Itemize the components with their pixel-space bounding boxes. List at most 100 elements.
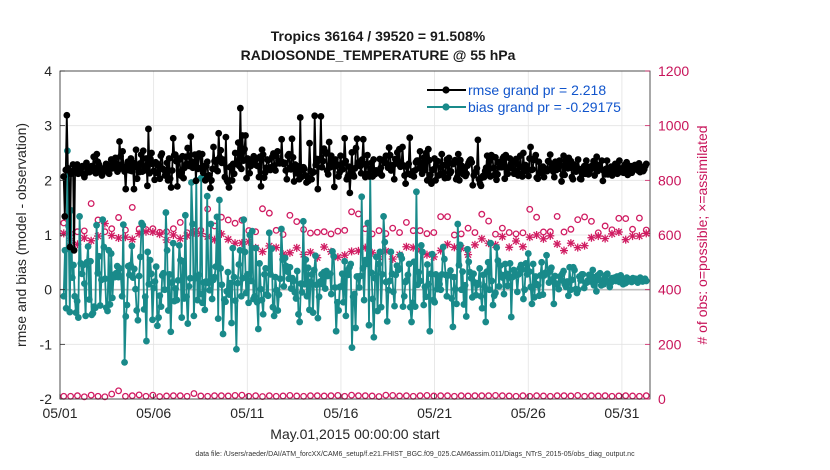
obs-assimilated-marker	[553, 240, 562, 249]
rmse-point	[215, 129, 223, 137]
rmse-point	[207, 184, 214, 192]
obs-assimilated-marker	[512, 237, 521, 246]
obs-possible-marker	[437, 392, 445, 400]
bias-point	[493, 244, 501, 251]
asterisk-stroke	[587, 234, 595, 242]
rmse-point	[289, 153, 297, 161]
rmse-point	[419, 160, 427, 168]
obs-possible-marker	[80, 393, 88, 401]
bias-point	[195, 271, 203, 279]
rmse-point	[317, 112, 325, 120]
y-axis-label: rmse and bias (model - observation)	[13, 123, 29, 347]
obs-possible-marker	[108, 390, 116, 398]
asterisk-stroke	[423, 251, 431, 259]
bias-point	[330, 252, 338, 260]
bias-point	[299, 217, 307, 225]
rmse-point	[642, 160, 650, 168]
bias-point	[485, 286, 493, 294]
bias-point	[60, 292, 68, 300]
bias-point	[528, 300, 536, 308]
bias-point	[225, 291, 233, 298]
rmse-point	[463, 170, 470, 178]
asterisk-stroke	[149, 228, 157, 236]
rmse-point	[474, 136, 482, 144]
bias-point	[241, 248, 249, 256]
bias-point	[252, 244, 260, 252]
obs-possible-marker	[286, 391, 294, 399]
bias-point	[596, 269, 604, 277]
bias-point	[355, 284, 363, 291]
rmse-point	[430, 166, 437, 173]
bias-point	[568, 276, 576, 284]
obs-possible-marker	[348, 208, 356, 216]
rmse-point	[546, 151, 554, 159]
bias-point	[240, 216, 248, 224]
rmse-point	[421, 166, 429, 174]
rmse-point	[339, 166, 347, 173]
bias-point	[168, 279, 176, 286]
rmse-point	[92, 169, 100, 177]
obs-possible-marker	[217, 392, 225, 400]
obs-possible-marker	[354, 392, 362, 400]
bias-point	[404, 271, 412, 279]
bias-point	[104, 307, 111, 315]
obs-assimilated-marker	[347, 247, 356, 256]
rmse-point	[300, 165, 308, 173]
bias-point	[78, 270, 86, 278]
bias-point	[257, 285, 265, 293]
asterisk-stroke	[471, 241, 479, 249]
rmse-point	[527, 143, 534, 151]
rmse-point	[410, 173, 418, 180]
asterisk-stroke	[87, 237, 95, 245]
bias-point	[507, 313, 515, 321]
obs-possible-marker	[396, 229, 403, 236]
bias-point	[268, 245, 276, 253]
rmse-point	[557, 162, 564, 169]
bias-point	[235, 261, 243, 268]
bias-point	[506, 260, 514, 267]
bias-point	[461, 281, 469, 289]
obs-possible-marker	[382, 391, 390, 399]
bias-point	[301, 280, 308, 288]
bias-point	[484, 258, 492, 266]
x-tick-label: 05/11	[230, 405, 264, 421]
bias-point	[560, 267, 567, 275]
bias-point	[145, 280, 153, 288]
bias-point	[399, 303, 407, 311]
bias-point	[226, 279, 234, 287]
obs-possible-marker	[238, 391, 246, 399]
x-tick-label: 05/31	[604, 405, 639, 421]
bias-point	[376, 248, 384, 256]
asterisk-stroke	[608, 230, 616, 238]
bias-point	[136, 253, 144, 261]
rmse-point	[550, 173, 558, 181]
bias-point	[478, 304, 486, 312]
bias-point	[348, 344, 356, 352]
bias-point	[184, 320, 192, 327]
bias-point	[470, 270, 477, 278]
rmse-point	[342, 157, 350, 165]
bias-point	[286, 263, 294, 271]
bias-point	[450, 273, 458, 281]
rmse-point	[518, 173, 526, 180]
bias-point	[163, 246, 171, 254]
bias-point	[347, 260, 355, 268]
rmse-point	[122, 185, 130, 193]
bias-point	[360, 296, 368, 304]
bias-point	[375, 260, 383, 268]
bias-point	[295, 310, 302, 318]
obs-assimilated-marker	[607, 229, 616, 238]
bias-point	[135, 272, 143, 280]
bias-point	[123, 301, 131, 309]
bias-point	[265, 229, 273, 237]
bias-point	[190, 312, 198, 320]
rmse-point	[415, 164, 423, 172]
asterisk-stroke	[615, 228, 623, 236]
bias-point	[448, 295, 456, 302]
bias-point	[262, 264, 270, 272]
obs-possible-marker	[498, 224, 506, 232]
rmse-point	[228, 176, 236, 184]
rmse-point	[121, 168, 129, 175]
bias-point	[239, 274, 246, 282]
bias-point	[543, 251, 550, 259]
